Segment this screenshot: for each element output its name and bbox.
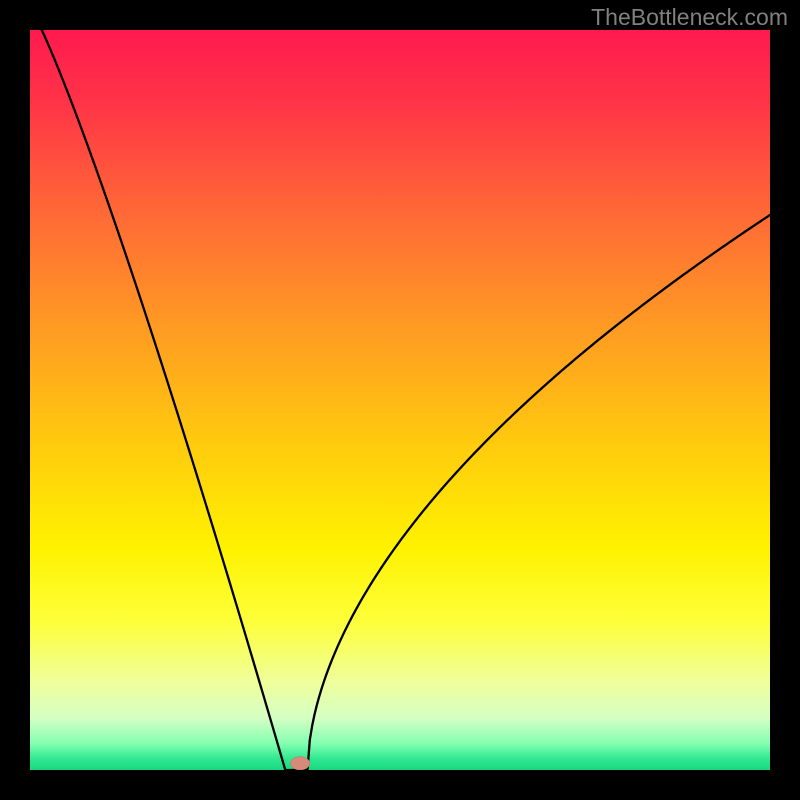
optimum-marker bbox=[290, 757, 309, 770]
chart-frame: TheBottleneck.com bbox=[0, 0, 800, 800]
watermark-text: TheBottleneck.com bbox=[591, 4, 788, 31]
bottleneck-curve-plot bbox=[30, 30, 770, 770]
gradient-background bbox=[30, 30, 770, 770]
